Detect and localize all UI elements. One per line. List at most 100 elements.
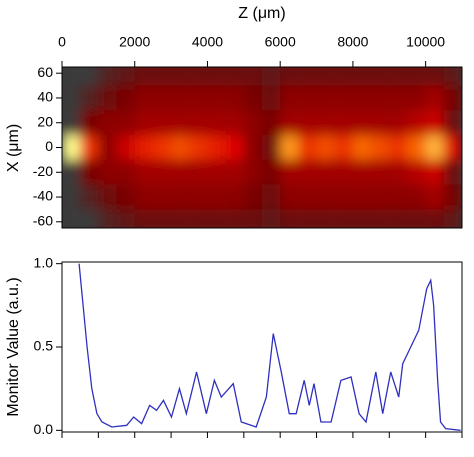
heatmap-cell [62,159,81,185]
heatmap-cell [262,209,281,228]
heatmap-cell [352,184,372,210]
heatmap-cell [243,67,262,86]
heatmap-cell [352,110,372,136]
heatmap-cell [62,67,81,86]
heatmap-cell [98,67,117,86]
heatmap-cell [425,184,444,210]
heatmap-cell [371,209,390,228]
heatmap-cell [62,135,81,160]
heatmap-cell [352,85,372,111]
heatmap-cell [225,110,244,136]
heatmap-cell [171,184,190,210]
y-tick-label: 60 [37,64,53,80]
heatmap-cell [134,209,153,228]
heatmap-cell [80,67,99,86]
heatmap-cell [243,184,262,210]
heatmap-cell [407,85,426,111]
heatmap-cell [316,135,335,160]
heatmap-cell [98,85,117,111]
heatmap-cell [334,184,353,210]
heatmap-cell [98,110,117,136]
heatmap-cell [371,184,390,210]
heatmap-cell [116,85,135,111]
heatmap-cell [116,67,135,86]
heatmap-cell [334,135,353,160]
heatmap-cell [371,67,390,86]
y-axis-label: Monitor Value (a.u.) [5,277,22,416]
heatmap-cell [389,85,408,111]
heatmap-cell [371,159,390,185]
heatmap-cell [371,135,390,160]
heatmap-cell [62,184,81,210]
heatmap-cell [280,67,299,86]
heatmap-cell [262,67,281,86]
heatmap-cell [134,135,153,160]
heatmap-cell [280,184,299,210]
heatmap-cell [171,110,190,136]
heatmap-cell [80,209,99,228]
x-tick-label: 6000 [265,34,296,50]
x-tick-label: 4000 [192,34,223,50]
heatmap-cell [389,209,408,228]
heatmap-cell [225,209,244,228]
heatmap [62,67,462,228]
heatmap-cell [298,184,317,210]
heatmap-cell [280,110,299,136]
heatmap-cell [407,209,426,228]
heatmap-cell [152,110,172,136]
heatmap-cell [316,209,335,228]
heatmap-cell [207,67,226,86]
heatmap-cell [243,209,262,228]
heatmap-cell [62,85,81,111]
heatmap-cell [189,135,208,160]
heatmap-cell [352,159,372,185]
heatmap-cell [189,110,208,136]
heatmap-cell [134,159,153,185]
x-tick-label: 2000 [119,34,150,50]
heatmap-cell [443,110,462,136]
heatmap-cell [98,209,117,228]
heatmap-cell [316,159,335,185]
heatmap-cell [262,110,281,136]
heatmap-cell [243,110,262,136]
heatmap-cell [116,184,135,210]
heatmap-cell [425,110,444,136]
heatmap-cell [207,159,226,185]
heatmap-cell [389,184,408,210]
heatmap-cell [80,159,99,185]
heatmap-cell [407,110,426,136]
heatmap-cell [425,159,444,185]
heatmap-cell [225,184,244,210]
heatmap-cell [389,159,408,185]
heatmap-cell [352,209,372,228]
heatmap-cell [334,209,353,228]
heatmap-cell [152,159,172,185]
heatmap-cell [262,159,281,185]
heatmap-cell [443,135,462,160]
heatmap-cell [171,85,190,111]
heatmap-cell [334,110,353,136]
heatmap-cell [98,159,117,185]
x-axis-label: Z (μm) [238,5,285,22]
heatmap-cell [134,67,153,86]
heatmap-cell [298,85,317,111]
heatmap-cell [152,67,172,86]
y-tick-label: 1.0 [34,254,54,270]
heatmap-cell [262,85,281,111]
heatmap-cell [425,209,444,228]
heatmap-cell [407,135,426,160]
heatmap-cell [134,184,153,210]
heatmap-cell [225,67,244,86]
heatmap-cell [80,110,99,136]
heatmap-cells [62,67,462,228]
heatmap-cell [352,67,372,86]
heatmap-cell [371,85,390,111]
heatmap-cell [152,85,172,111]
heatmap-cell [243,159,262,185]
heatmap-cell [425,135,444,160]
x-tick-label: 8000 [337,34,368,50]
heatmap-cell [243,85,262,111]
heatmap-cell [207,209,226,228]
y-tick-label: -40 [33,188,53,204]
y-tick-label: 20 [37,113,53,129]
